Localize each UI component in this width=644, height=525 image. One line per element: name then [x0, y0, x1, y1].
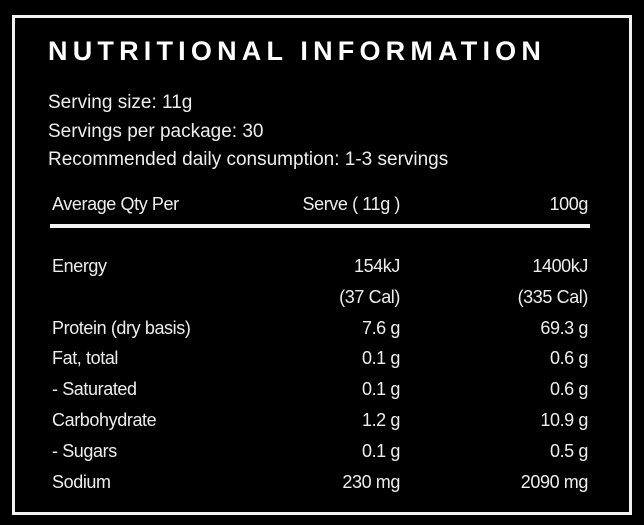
row-value: (37 Cal) [339, 287, 400, 307]
header-rule [50, 224, 590, 228]
column-header: Average Qty Per [52, 194, 179, 214]
row-value: 0.6 g [549, 348, 588, 369]
row-label: Carbohydrate [52, 410, 157, 430]
row-label: - Saturated [52, 379, 137, 400]
row-label: Energy [52, 256, 107, 276]
row-label: Sodium [52, 471, 111, 492]
row-value: 69.3 g [540, 317, 588, 338]
row-label: Fat, total [52, 348, 119, 369]
row-value: 1.2 g [361, 410, 400, 430]
row-value: 0.6 g [549, 379, 588, 400]
row-value: 7.6 g [361, 317, 400, 338]
panel-border [12, 15, 632, 515]
row-value: 230 mg [342, 471, 400, 492]
serving-info: Serving size: 11g [48, 92, 193, 113]
serving-info: Recommended daily consumption: 1-3 servi… [48, 149, 449, 170]
row-value: (335 Cal) [517, 287, 589, 307]
column-header: 100g [549, 194, 589, 214]
row-value: 154kJ [353, 256, 400, 276]
row-label: Protein (dry basis) [52, 317, 191, 338]
row-value: 0.1 g [361, 379, 400, 400]
row-value: 0.5 g [549, 440, 588, 461]
serving-info: Servings per package: 30 [48, 120, 264, 142]
row-value: 0.1 g [361, 440, 400, 461]
row-value: 10.9 g [540, 410, 588, 430]
row-value: 0.1 g [361, 348, 400, 369]
row-value: 2090 mg [520, 471, 589, 492]
title: NUTRITIONAL INFORMATION [48, 36, 547, 66]
row-value: 1400kJ [532, 256, 588, 276]
column-header: Serve ( 11g ) [302, 194, 400, 214]
row-label: - Sugars [52, 440, 117, 461]
